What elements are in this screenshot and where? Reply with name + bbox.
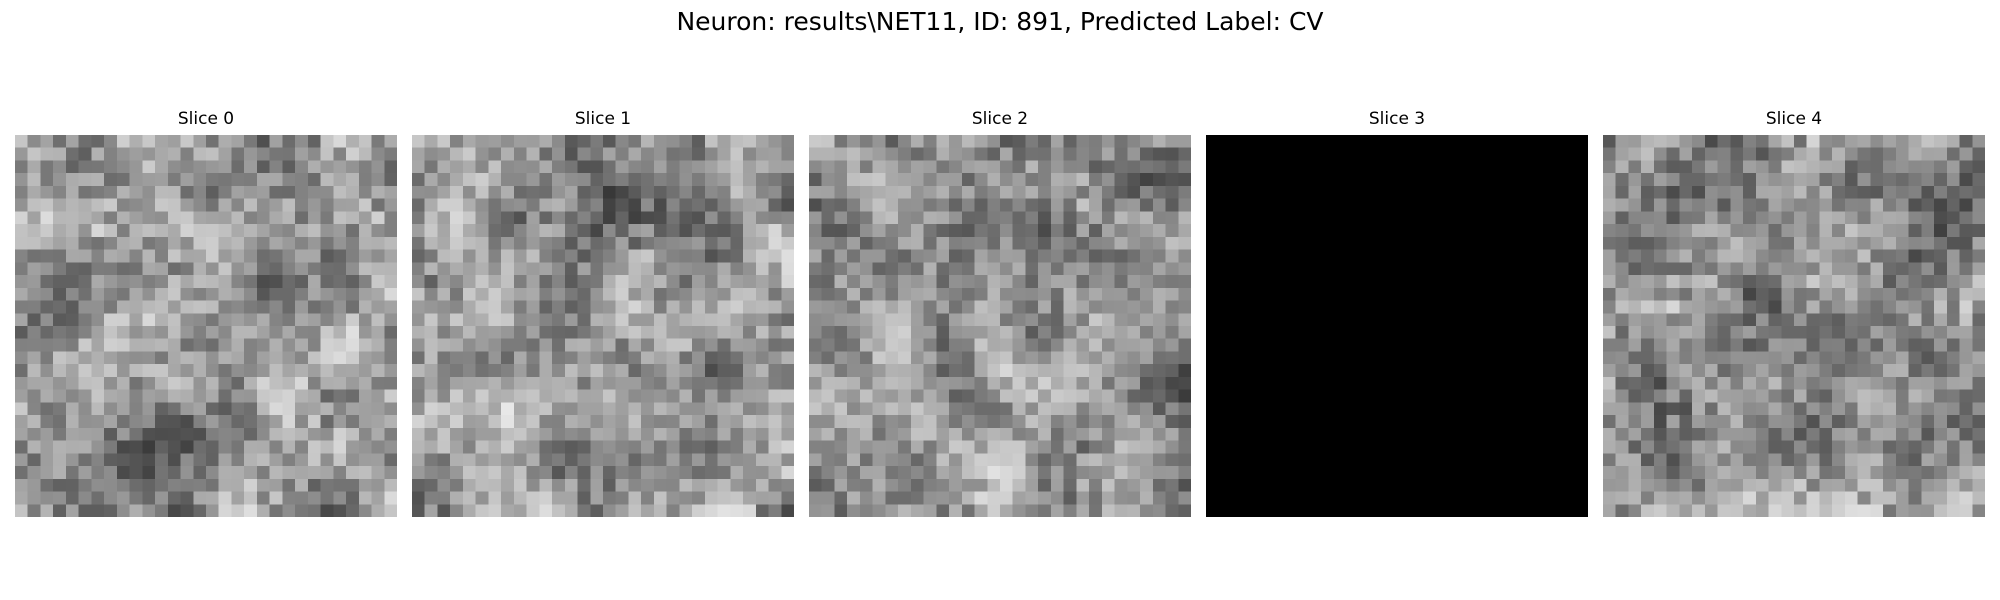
slice-title: Slice 0 [177,109,235,129]
slice-title: Slice 3 [1368,109,1426,129]
slice-panel-3: Slice 3 [1206,108,1588,517]
slice-panel-1: Slice 1 [412,108,794,517]
slice-title: Slice 2 [971,109,1029,129]
slice-image-4 [1603,135,1985,517]
slice-panel-0: Slice 0 [15,108,397,517]
slice-panel-4: Slice 4 [1603,108,1985,517]
slice-image-0 [15,135,397,517]
slice-title: Slice 4 [1765,109,1823,129]
figure-title: Neuron: results\NET11, ID: 891, Predicte… [676,7,1324,36]
slice-image-1 [412,135,794,517]
slice-title: Slice 1 [574,109,632,129]
slice-image-2 [809,135,1191,517]
slice-image-3 [1206,135,1588,517]
slice-panel-2: Slice 2 [809,108,1191,517]
